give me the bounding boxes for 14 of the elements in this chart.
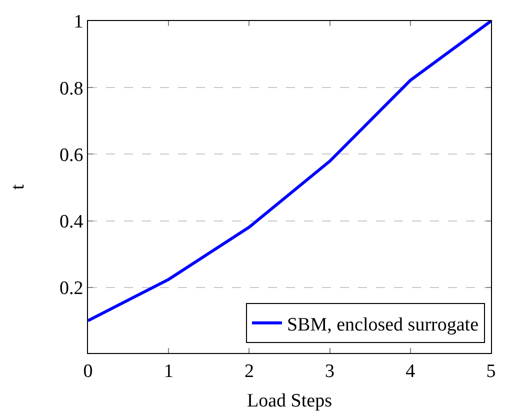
legend-label: SBM, enclosed surrogate [286, 314, 479, 336]
x-tick-label: 3 [325, 360, 335, 382]
y-tick-label: 0.2 [59, 278, 84, 300]
y-tick-label: 0.8 [59, 78, 84, 100]
x-tick-label: 1 [164, 360, 174, 382]
y-tick-label: 0.4 [59, 211, 84, 232]
x-tick-label: 0 [83, 360, 93, 382]
y-axis-title: t [7, 184, 28, 190]
y-tick-label: 1 [74, 12, 84, 33]
x-axis-title: Load Steps [247, 390, 332, 412]
x-tick-label: 4 [406, 360, 416, 382]
x-tick-label: 5 [486, 360, 496, 382]
y-tick-label: 0.6 [59, 144, 84, 166]
x-tick-label: 2 [244, 360, 254, 382]
